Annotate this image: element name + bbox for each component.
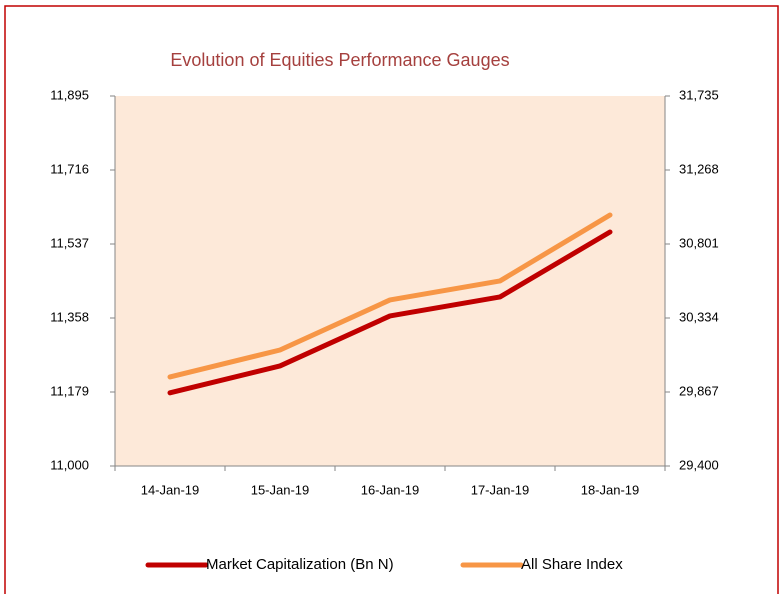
- chart-title: Evolution of Equities Performance Gauges: [170, 50, 509, 70]
- y2-tick-label: 30,801: [679, 235, 719, 250]
- x-tick-label: 16-Jan-19: [361, 482, 420, 497]
- x-tick-label: 14-Jan-19: [141, 482, 200, 497]
- legend-label: Market Capitalization (Bn N): [206, 556, 394, 573]
- x-tick-label: 15-Jan-19: [251, 482, 310, 497]
- y2-tick-label: 31,735: [679, 87, 719, 102]
- y-tick-label: 11,000: [50, 457, 89, 472]
- y-tick-label: 11,537: [50, 235, 89, 250]
- y-tick-label: 11,179: [50, 383, 89, 398]
- y2-tick-label: 30,334: [679, 309, 719, 324]
- y-tick-label: 11,358: [50, 309, 89, 324]
- y2-tick-label: 29,867: [679, 383, 719, 398]
- x-tick-label: 17-Jan-19: [471, 482, 530, 497]
- y-tick-label: 11,716: [50, 161, 89, 176]
- plot-area: [115, 96, 665, 466]
- series-line: [167, 212, 613, 380]
- y2-tick-label: 29,400: [679, 457, 719, 472]
- y2-tick-label: 31,268: [679, 161, 719, 176]
- legend-label: All Share Index: [521, 556, 623, 573]
- y-tick-label: 11,895: [50, 87, 89, 102]
- series-line: [167, 229, 613, 396]
- x-tick-label: 18-Jan-19: [581, 482, 640, 497]
